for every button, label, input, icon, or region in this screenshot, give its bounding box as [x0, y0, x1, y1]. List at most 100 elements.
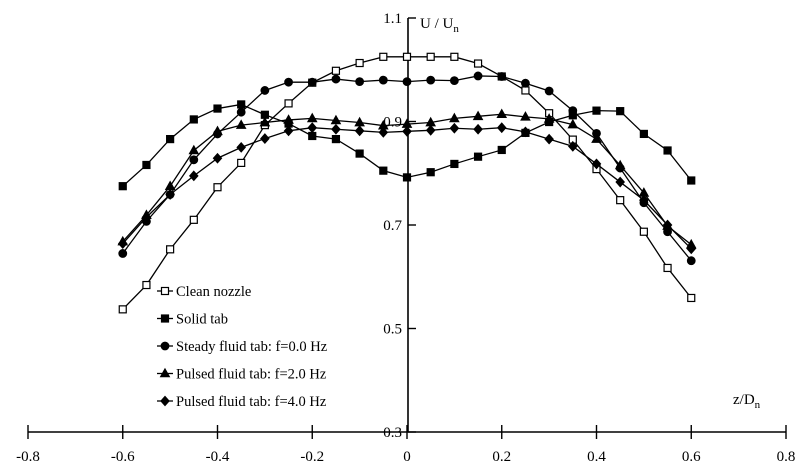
data-point — [450, 159, 459, 169]
data-point — [615, 176, 625, 188]
x-tick-label: 0 — [403, 449, 411, 465]
data-point — [118, 305, 127, 314]
series-5 — [117, 122, 697, 255]
data-point — [307, 77, 317, 87]
data-point — [686, 256, 696, 266]
data-point — [284, 77, 293, 87]
data-point — [521, 86, 530, 95]
y-tick-label: 0.5 — [383, 322, 402, 338]
data-point — [331, 74, 341, 84]
data-point — [616, 196, 625, 205]
data-point — [687, 176, 696, 185]
data-point — [568, 106, 578, 116]
data-point — [166, 134, 175, 144]
data-point — [330, 114, 342, 125]
data-point — [425, 124, 436, 136]
legend-label: Pulsed fluid tab: f=4.0 Hz — [176, 394, 327, 410]
data-point — [449, 76, 459, 86]
legend-marker — [160, 341, 170, 351]
data-point — [568, 140, 578, 152]
legend-entry: Clean nozzle — [157, 284, 251, 300]
legend-label: Solid tab — [176, 312, 228, 328]
data-point — [378, 75, 388, 85]
series-1 — [118, 52, 696, 314]
x-axis-label: z/Dn — [733, 392, 761, 411]
y-tick-label: 0.9 — [383, 115, 402, 131]
data-point — [213, 183, 222, 192]
y-tick-label: 0.7 — [383, 218, 402, 234]
data-point — [260, 86, 270, 95]
data-point — [686, 243, 697, 255]
data-point — [473, 71, 483, 81]
data-point — [426, 168, 435, 177]
data-point — [473, 152, 483, 161]
legend-entry: Pulsed fluid tab: f=4.0 Hz — [157, 394, 327, 410]
series-line — [122, 56, 692, 310]
data-point — [449, 112, 460, 123]
x-tick-label: -0.4 — [206, 449, 230, 465]
data-point — [616, 107, 625, 116]
data-point — [543, 113, 555, 123]
data-point — [567, 118, 579, 129]
data-point — [497, 145, 506, 155]
data-point — [165, 189, 175, 200]
data-point — [662, 219, 673, 231]
data-point — [496, 108, 508, 119]
data-point — [213, 104, 222, 113]
legend-entry: Pulsed fluid tab: f=2.0 Hz — [157, 367, 327, 383]
data-point — [237, 100, 246, 109]
x-tick-label: -0.8 — [16, 449, 40, 465]
data-point — [379, 166, 388, 175]
data-point — [235, 119, 247, 129]
data-point — [663, 263, 672, 273]
data-point — [260, 133, 270, 144]
legend-label: Pulsed fluid tab: f=2.0 Hz — [176, 367, 327, 383]
data-point — [189, 155, 199, 165]
data-point — [212, 152, 223, 164]
data-point — [473, 59, 483, 68]
legend-marker — [160, 314, 170, 323]
data-point — [544, 133, 554, 145]
data-point — [450, 52, 459, 61]
data-point — [331, 66, 341, 75]
data-point — [426, 52, 435, 61]
legend-marker — [160, 286, 170, 296]
data-point — [117, 238, 128, 250]
data-point — [283, 125, 294, 137]
data-point — [639, 194, 649, 206]
data-point — [473, 123, 483, 135]
data-point — [614, 159, 626, 170]
data-point — [426, 75, 436, 85]
data-point — [687, 293, 696, 303]
legend-entry: Steady fluid tab: f=0.0 Hz — [157, 339, 328, 355]
data-point — [164, 180, 176, 190]
data-point — [639, 227, 648, 236]
data-point — [497, 72, 507, 81]
axes: -0.8 -0.6 -0.4 -0.2 0 0.2 0.4 0.6 0.8 0.3 0.5 0.7 0.… — [16, 11, 795, 465]
data-point — [118, 182, 127, 191]
data-point — [189, 215, 198, 224]
data-point — [520, 126, 531, 138]
data-point — [141, 211, 152, 223]
y-tick-label: 0.3 — [383, 425, 402, 441]
data-point — [236, 107, 246, 117]
data-point — [355, 58, 364, 68]
legend-entry: Solid tab — [157, 312, 228, 328]
data-point — [355, 77, 365, 87]
data-point — [142, 280, 151, 290]
x-tick-label: 0.6 — [682, 449, 701, 465]
series-layer — [117, 52, 697, 314]
data-point — [402, 125, 412, 137]
data-point — [355, 149, 364, 158]
data-point — [283, 114, 294, 124]
x-tick-label: -0.6 — [111, 449, 135, 465]
data-point — [521, 78, 530, 88]
data-point — [189, 115, 198, 124]
x-tick-label: -0.2 — [300, 449, 324, 465]
data-point — [306, 112, 318, 123]
series-3 — [118, 71, 696, 266]
data-point — [472, 110, 484, 121]
legend-label: Steady fluid tab: f=0.0 Hz — [176, 339, 328, 355]
data-point — [307, 122, 318, 134]
data-point — [212, 125, 223, 136]
